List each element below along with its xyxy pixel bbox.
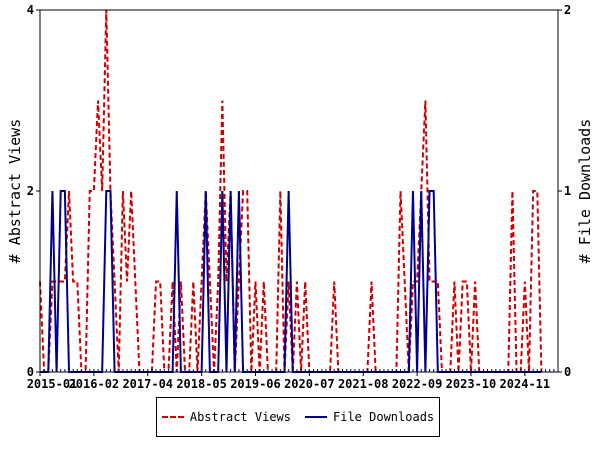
x-tick-label: 2020-07: [284, 377, 335, 391]
y-left-tick-label: 0: [27, 365, 34, 379]
x-tick-label: 2021-08: [338, 377, 389, 391]
legend-label-file-downloads: File Downloads: [333, 410, 435, 424]
legend-item-abstract-views: Abstract Views: [161, 410, 291, 424]
y-right-tick-label: 1: [564, 184, 571, 198]
y-right-tick-label: 0: [564, 365, 571, 379]
x-tick-label: 2019-06: [230, 377, 281, 391]
series-line-abstract-views: [39, 9, 543, 373]
legend: Abstract Views File Downloads: [156, 397, 440, 437]
plot-layer: [39, 9, 543, 373]
plot-frame: [39, 9, 559, 373]
x-tick-label: 2016-02: [69, 377, 120, 391]
x-tick-label: 2018-05: [176, 377, 227, 391]
x-tick-label: 2015-01: [27, 377, 78, 391]
x-tick-label: 2024-11: [500, 377, 551, 391]
legend-label-abstract-views: Abstract Views: [189, 410, 291, 424]
y-left-tick-label: 4: [27, 3, 34, 17]
legend-item-file-downloads: File Downloads: [305, 410, 434, 424]
x-tick-label: 2023-10: [446, 377, 497, 391]
legend-swatch-file-downloads: [305, 416, 327, 418]
y-right-tick-label: 2: [564, 3, 571, 17]
y-left-tick-label: 2: [27, 184, 34, 198]
legend-swatch-abstract-views: [161, 416, 184, 418]
x-tick-label: 2017-04: [122, 377, 173, 391]
x-tick-label: 2022-09: [392, 377, 443, 391]
y-axis-title-right: # File Downloads: [576, 119, 594, 264]
y-axis-title-left: # Abstract Views: [6, 119, 24, 264]
